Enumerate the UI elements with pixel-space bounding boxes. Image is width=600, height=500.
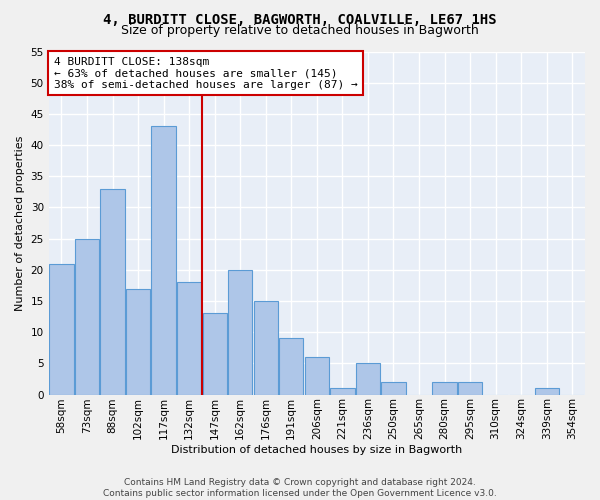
X-axis label: Distribution of detached houses by size in Bagworth: Distribution of detached houses by size …	[171, 445, 463, 455]
Bar	[305, 357, 329, 395]
Bar	[458, 382, 482, 394]
Text: Size of property relative to detached houses in Bagworth: Size of property relative to detached ho…	[121, 24, 479, 37]
Bar	[330, 388, 355, 394]
Bar	[75, 238, 99, 394]
Bar	[228, 270, 253, 394]
Text: Contains HM Land Registry data © Crown copyright and database right 2024.
Contai: Contains HM Land Registry data © Crown c…	[103, 478, 497, 498]
Bar	[535, 388, 559, 394]
Bar	[433, 382, 457, 394]
Bar	[100, 188, 125, 394]
Bar	[279, 338, 304, 394]
Bar	[254, 301, 278, 394]
Bar	[151, 126, 176, 394]
Text: 4 BURDITT CLOSE: 138sqm
← 63% of detached houses are smaller (145)
38% of semi-d: 4 BURDITT CLOSE: 138sqm ← 63% of detache…	[54, 56, 358, 90]
Bar	[203, 314, 227, 394]
Bar	[177, 282, 201, 395]
Text: 4, BURDITT CLOSE, BAGWORTH, COALVILLE, LE67 1HS: 4, BURDITT CLOSE, BAGWORTH, COALVILLE, L…	[103, 12, 497, 26]
Y-axis label: Number of detached properties: Number of detached properties	[15, 136, 25, 310]
Bar	[382, 382, 406, 394]
Bar	[126, 288, 150, 395]
Bar	[49, 264, 74, 394]
Bar	[356, 364, 380, 394]
